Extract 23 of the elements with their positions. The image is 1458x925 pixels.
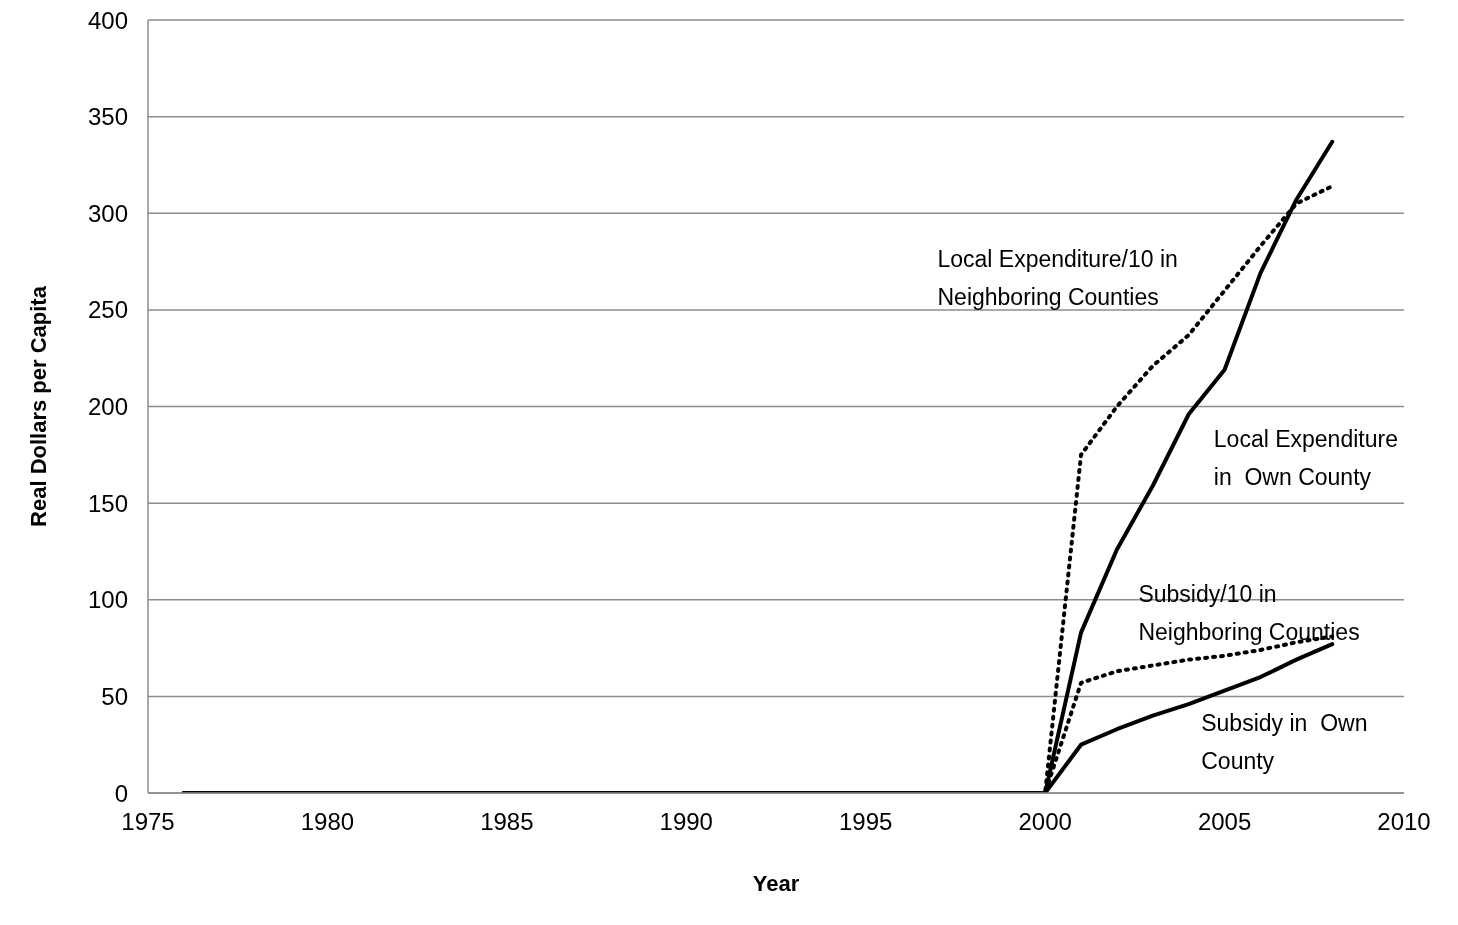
series-label: Local Expenditure in Own County bbox=[1213, 425, 1398, 492]
y-tick-label: 300 bbox=[87, 199, 128, 227]
y-axis-title: Real Dollars per Capita bbox=[25, 285, 51, 527]
x-tick-label: 1980 bbox=[300, 808, 355, 836]
x-axis-title: Year bbox=[752, 871, 800, 896]
series-label: Subsidy in Own County bbox=[1201, 709, 1368, 777]
y-tick-label: 50 bbox=[101, 682, 128, 710]
y-tick-label: 250 bbox=[87, 296, 128, 324]
x-tick-label: 2000 bbox=[1018, 808, 1072, 836]
x-tick-label: 1990 bbox=[659, 808, 713, 836]
y-tick-label: 200 bbox=[87, 393, 128, 421]
y-tick-label: 400 bbox=[87, 6, 128, 34]
x-tick-label: 1995 bbox=[839, 808, 893, 836]
x-tick-label: 1975 bbox=[121, 808, 175, 836]
y-tick-label: 150 bbox=[87, 489, 128, 517]
y-tick-label: 350 bbox=[87, 103, 128, 131]
x-tick-label: 2010 bbox=[1377, 808, 1431, 836]
series-label: Local Expenditure/10 in Neighboring Counties bbox=[937, 245, 1178, 313]
series-label: Subsidy/10 in Neighboring Counties bbox=[1138, 579, 1360, 647]
x-tick-label: 1985 bbox=[480, 808, 534, 836]
y-tick-label: 0 bbox=[114, 779, 128, 807]
y-tick-label: 100 bbox=[87, 586, 128, 614]
x-tick-label: 2005 bbox=[1197, 808, 1252, 836]
